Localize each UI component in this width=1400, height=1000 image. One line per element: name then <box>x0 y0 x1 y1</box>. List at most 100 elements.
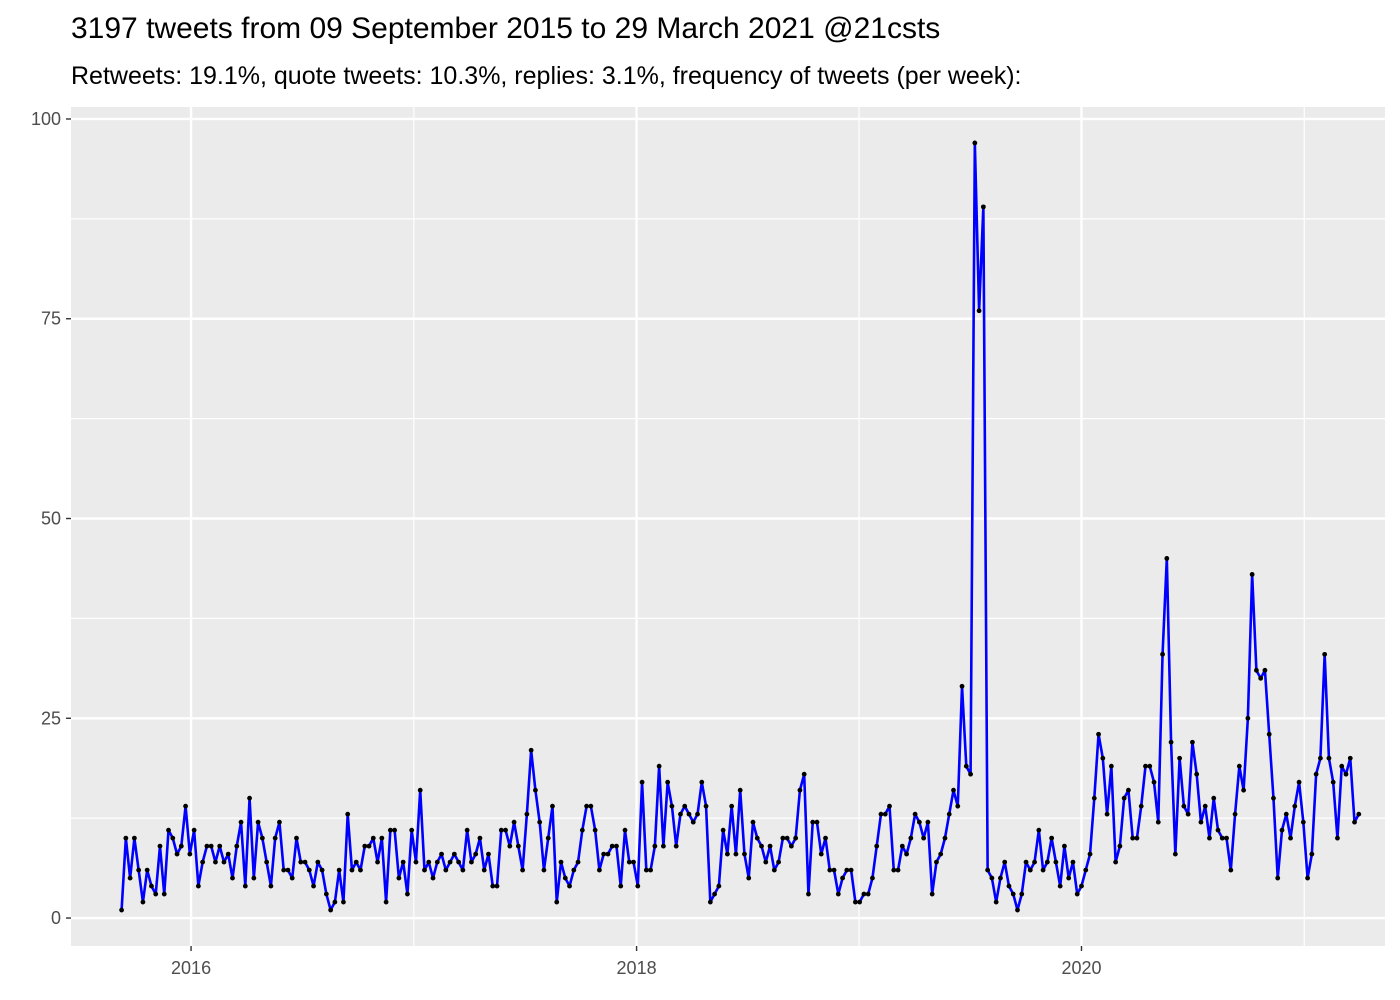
data-point <box>925 819 931 825</box>
data-point <box>597 867 602 873</box>
data-point <box>1258 675 1264 681</box>
data-point <box>887 803 892 809</box>
data-point <box>626 859 632 865</box>
data-point <box>422 867 427 873</box>
data-point <box>1288 835 1293 841</box>
data-point <box>998 875 1003 881</box>
data-point <box>712 891 717 897</box>
plot-panel <box>71 107 1385 946</box>
data-point <box>358 867 363 873</box>
data-point <box>716 883 722 889</box>
data-point <box>1224 835 1229 841</box>
data-point <box>968 771 973 777</box>
data-point <box>353 859 359 865</box>
data-point <box>823 835 828 841</box>
data-point <box>1309 851 1315 857</box>
data-point <box>498 827 504 833</box>
data-point <box>746 875 752 881</box>
data-point <box>1036 827 1042 833</box>
data-point <box>695 811 700 817</box>
data-point <box>1079 883 1084 889</box>
data-point <box>618 883 624 889</box>
data-point <box>818 851 824 857</box>
data-point <box>187 851 193 857</box>
data-point <box>699 779 705 785</box>
data-point <box>1057 883 1063 889</box>
data-point <box>1335 835 1340 841</box>
data-point <box>178 843 184 849</box>
data-point <box>1100 755 1106 761</box>
data-point <box>865 891 871 897</box>
data-point <box>891 867 897 873</box>
data-point <box>916 819 922 825</box>
data-point <box>1155 819 1161 825</box>
data-point <box>857 899 863 905</box>
data-point <box>507 843 513 849</box>
data-point <box>430 875 436 881</box>
data-point <box>225 851 231 857</box>
data-point <box>682 803 688 809</box>
data-point <box>1117 843 1123 849</box>
data-point <box>767 843 773 849</box>
data-point <box>754 835 760 841</box>
data-point <box>469 859 474 865</box>
data-point <box>255 819 261 825</box>
data-point <box>383 899 389 905</box>
data-point <box>1032 859 1037 865</box>
data-point <box>157 843 163 849</box>
data-point <box>588 803 594 809</box>
data-point <box>1249 572 1255 577</box>
data-point <box>1023 859 1029 865</box>
data-point <box>277 819 282 825</box>
data-point <box>195 883 201 889</box>
data-point <box>980 204 986 210</box>
data-point <box>1245 715 1251 721</box>
data-point <box>673 843 679 849</box>
data-point <box>976 308 982 314</box>
data-point <box>153 891 159 897</box>
data-point <box>217 843 223 849</box>
data-point <box>831 867 837 873</box>
data-point <box>1108 763 1114 769</box>
data-point <box>387 827 393 833</box>
data-point <box>545 835 551 841</box>
data-point <box>170 835 176 841</box>
data-point <box>191 827 197 833</box>
data-point <box>426 859 432 865</box>
data-point <box>1198 819 1204 825</box>
data-point <box>810 819 816 825</box>
data-point <box>1066 875 1072 881</box>
data-point <box>874 843 880 849</box>
data-point <box>776 859 781 865</box>
data-point <box>797 787 803 793</box>
data-point <box>396 875 402 881</box>
data-point <box>1121 795 1127 801</box>
data-point <box>1296 779 1302 785</box>
data-point <box>1074 891 1080 897</box>
data-point <box>1143 763 1148 769</box>
data-point <box>285 867 291 873</box>
data-point <box>268 883 274 889</box>
data-point <box>955 803 961 809</box>
data-point <box>533 787 538 793</box>
data-point <box>1228 867 1234 873</box>
y-tick-label: 25 <box>41 708 61 728</box>
data-point <box>1305 875 1310 881</box>
data-point <box>622 827 628 833</box>
data-point <box>1322 651 1328 657</box>
data-point <box>230 875 235 881</box>
data-point <box>788 843 794 849</box>
data-point <box>1236 763 1242 769</box>
data-point <box>144 867 150 873</box>
data-point <box>554 899 560 905</box>
data-point <box>575 859 581 865</box>
data-point <box>934 859 939 865</box>
data-point <box>1313 771 1319 777</box>
data-point <box>1168 739 1174 745</box>
data-point <box>724 851 730 857</box>
data-point <box>870 875 875 881</box>
data-point <box>878 811 884 817</box>
data-point <box>1211 795 1217 801</box>
data-point <box>1160 651 1165 657</box>
data-point <box>793 835 799 841</box>
